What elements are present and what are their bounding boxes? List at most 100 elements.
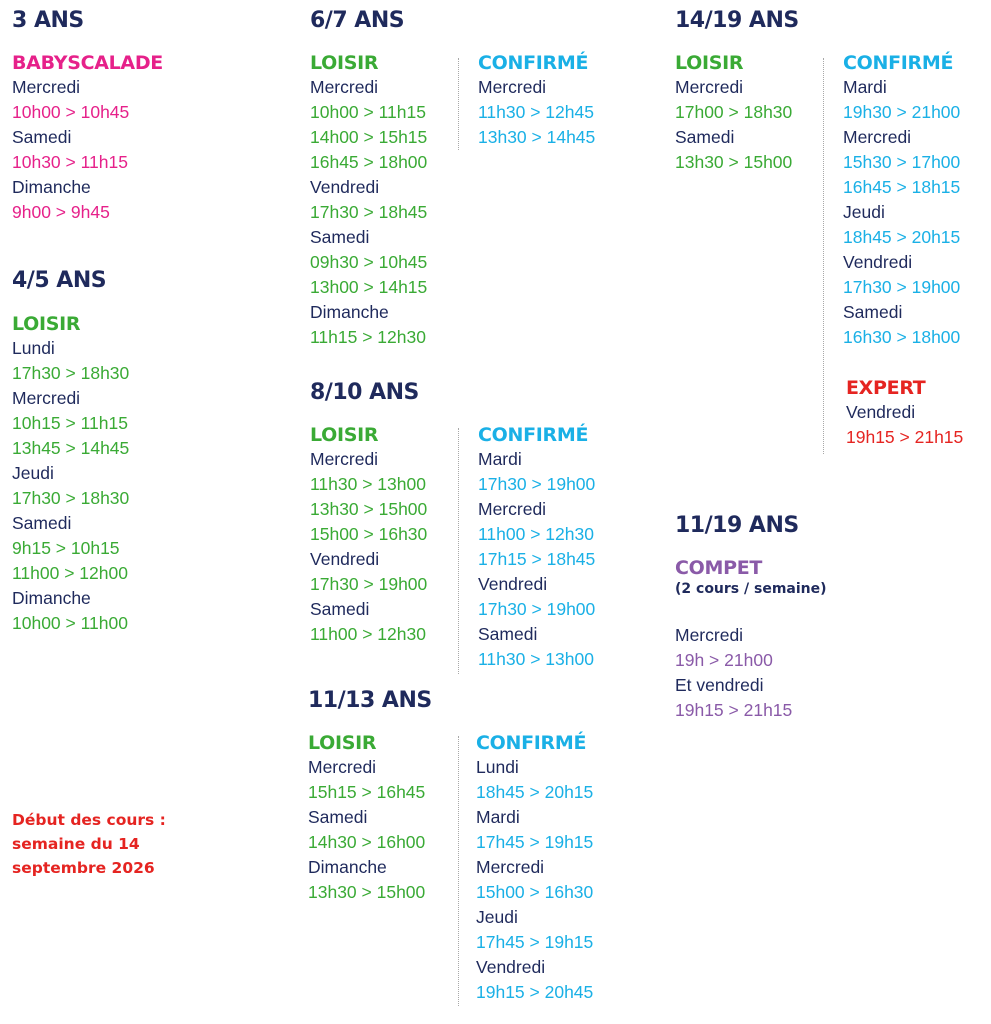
- day-label: Samedi: [843, 302, 903, 322]
- time-slot: 16h45 > 18h00: [310, 152, 428, 172]
- day-label: Vendredi: [478, 574, 548, 594]
- compet-subtitle: (2 cours / semaine): [675, 581, 827, 597]
- age-title-8-10: 8/10 ANS: [310, 380, 419, 405]
- day-label: Jeudi: [12, 463, 54, 483]
- spacer: [675, 598, 827, 623]
- loisir-14-19-block: LOISIR Mercredi 17h00 > 18h30 Samedi 13h30 …: [675, 51, 792, 175]
- day-label: Mercredi: [675, 77, 744, 97]
- time-slot: 10h00 > 10h45: [12, 102, 130, 122]
- time-slot: 17h15 > 18h45: [478, 549, 596, 569]
- babyscalade-block: BABYSCALADE Mercredi 10h00 > 10h45 Samedi 1…: [12, 51, 163, 225]
- compet-11-19-block: COMPET (2 cours / semaine) Mercredi 19h >…: [675, 556, 827, 723]
- time-slot: 10h00 > 11h15: [310, 102, 426, 122]
- day-label: Mercredi: [310, 77, 379, 97]
- category-confirme: CONFIRMÉ: [478, 424, 589, 446]
- column-separator: [458, 736, 459, 1006]
- time-slot: 17h00 > 18h30: [675, 102, 793, 122]
- day-label: Lundi: [476, 757, 519, 777]
- expert-14-19-block: EXPERT Vendredi 19h15 > 21h15: [846, 376, 963, 450]
- day-label: Vendredi: [843, 252, 913, 272]
- day-label: Mercredi: [308, 757, 377, 777]
- day-label: Mardi: [478, 449, 522, 469]
- time-slot: 11h00 > 12h00: [12, 563, 128, 583]
- column-separator: [458, 428, 459, 674]
- time-slot: 09h30 > 10h45: [310, 252, 428, 272]
- time-slot: 11h00 > 12h30: [310, 624, 426, 644]
- day-label: Samedi: [12, 127, 72, 147]
- confirme-14-19-block: CONFIRMÉ Mardi 19h30 > 21h00 Mercredi 15h30…: [843, 51, 960, 350]
- time-slot: 19h > 21h00: [675, 650, 773, 670]
- day-label: Et vendredi: [675, 675, 764, 695]
- time-slot: 17h30 > 19h00: [478, 474, 596, 494]
- loisir-11-13-block: LOISIR Mercredi 15h15 > 16h45 Samedi 14h30 …: [308, 731, 425, 905]
- time-slot: 17h30 > 18h30: [12, 488, 130, 508]
- time-slot: 11h00 > 12h30: [478, 524, 594, 544]
- day-label: Dimanche: [310, 302, 389, 322]
- day-label: Vendredi: [476, 957, 546, 977]
- time-slot: 17h45 > 19h15: [476, 932, 594, 952]
- time-slot: 17h30 > 18h45: [310, 202, 428, 222]
- category-compet: COMPET: [675, 557, 763, 579]
- category-loisir: LOISIR: [308, 732, 377, 754]
- day-label: Samedi: [310, 599, 370, 619]
- start-date-note: Début des cours : semaine du 14 septembr…: [12, 808, 166, 880]
- time-slot: 17h30 > 19h00: [843, 277, 961, 297]
- time-slot: 18h45 > 20h15: [476, 782, 594, 802]
- day-label: Vendredi: [310, 177, 380, 197]
- day-label: Samedi: [675, 127, 735, 147]
- time-slot: 10h15 > 11h15: [12, 413, 128, 433]
- time-slot: 19h15 > 21h15: [675, 700, 793, 720]
- category-confirme: CONFIRMÉ: [478, 52, 589, 74]
- loisir-6-7-block: LOISIR Mercredi 10h00 > 11h15 14h00 > 15h1…: [310, 51, 427, 350]
- time-slot: 16h45 > 18h15: [843, 177, 961, 197]
- time-slot: 19h15 > 20h45: [476, 982, 594, 1002]
- time-slot: 9h15 > 10h15: [12, 538, 120, 558]
- day-label: Vendredi: [310, 549, 380, 569]
- time-slot: 19h30 > 21h00: [843, 102, 961, 122]
- day-label: Dimanche: [12, 588, 91, 608]
- day-label: Mercredi: [675, 625, 744, 645]
- time-slot: 11h30 > 13h00: [310, 474, 426, 494]
- time-slot: 13h30 > 15h00: [675, 152, 793, 172]
- day-label: Samedi: [310, 227, 370, 247]
- day-label: Mardi: [843, 77, 887, 97]
- age-title-4-5: 4/5 ANS: [12, 268, 107, 293]
- age-title-11-19: 11/19 ANS: [675, 513, 799, 538]
- time-slot: 14h00 > 15h15: [310, 127, 428, 147]
- day-label: Mardi: [476, 807, 520, 827]
- time-slot: 10h30 > 11h15: [12, 152, 128, 172]
- time-slot: 17h30 > 18h30: [12, 363, 130, 383]
- category-loisir: LOISIR: [12, 313, 81, 335]
- day-label: Mercredi: [478, 499, 547, 519]
- time-slot: 11h15 > 12h30: [310, 327, 426, 347]
- day-label: Mercredi: [476, 857, 545, 877]
- time-slot: 13h45 > 14h45: [12, 438, 130, 458]
- category-confirme: CONFIRMÉ: [843, 52, 954, 74]
- day-label: Vendredi: [846, 402, 916, 422]
- day-label: Dimanche: [12, 177, 91, 197]
- time-slot: 17h30 > 19h00: [310, 574, 428, 594]
- loisir-4-5-block: LOISIR Lundi 17h30 > 18h30 Mercredi 10h15 >…: [12, 312, 129, 636]
- day-label: Mercredi: [12, 77, 81, 97]
- time-slot: 17h30 > 19h00: [478, 599, 596, 619]
- time-slot: 17h45 > 19h15: [476, 832, 594, 852]
- time-slot: 9h00 > 9h45: [12, 202, 110, 222]
- time-slot: 18h45 > 20h15: [843, 227, 961, 247]
- loisir-8-10-block: LOISIR Mercredi 11h30 > 13h00 13h30 > 15h0…: [310, 423, 427, 647]
- day-label: Samedi: [478, 624, 538, 644]
- time-slot: 13h30 > 15h00: [310, 499, 428, 519]
- time-slot: 11h30 > 12h45: [478, 102, 594, 122]
- time-slot: 19h15 > 21h15: [846, 427, 964, 447]
- confirme-8-10-block: CONFIRMÉ Mardi 17h30 > 19h00 Mercredi 11h00…: [478, 423, 595, 672]
- time-slot: 15h00 > 16h30: [310, 524, 428, 544]
- time-slot: 11h30 > 13h00: [478, 649, 594, 669]
- day-label: Lundi: [12, 338, 55, 358]
- note-line: septembre 2026: [12, 859, 155, 877]
- time-slot: 15h00 > 16h30: [476, 882, 594, 902]
- time-slot: 15h15 > 16h45: [308, 782, 426, 802]
- age-title-3: 3 ANS: [12, 8, 84, 33]
- category-loisir: LOISIR: [675, 52, 744, 74]
- note-line: semaine du 14: [12, 835, 140, 853]
- day-label: Mercredi: [478, 77, 547, 97]
- time-slot: 13h00 > 14h15: [310, 277, 428, 297]
